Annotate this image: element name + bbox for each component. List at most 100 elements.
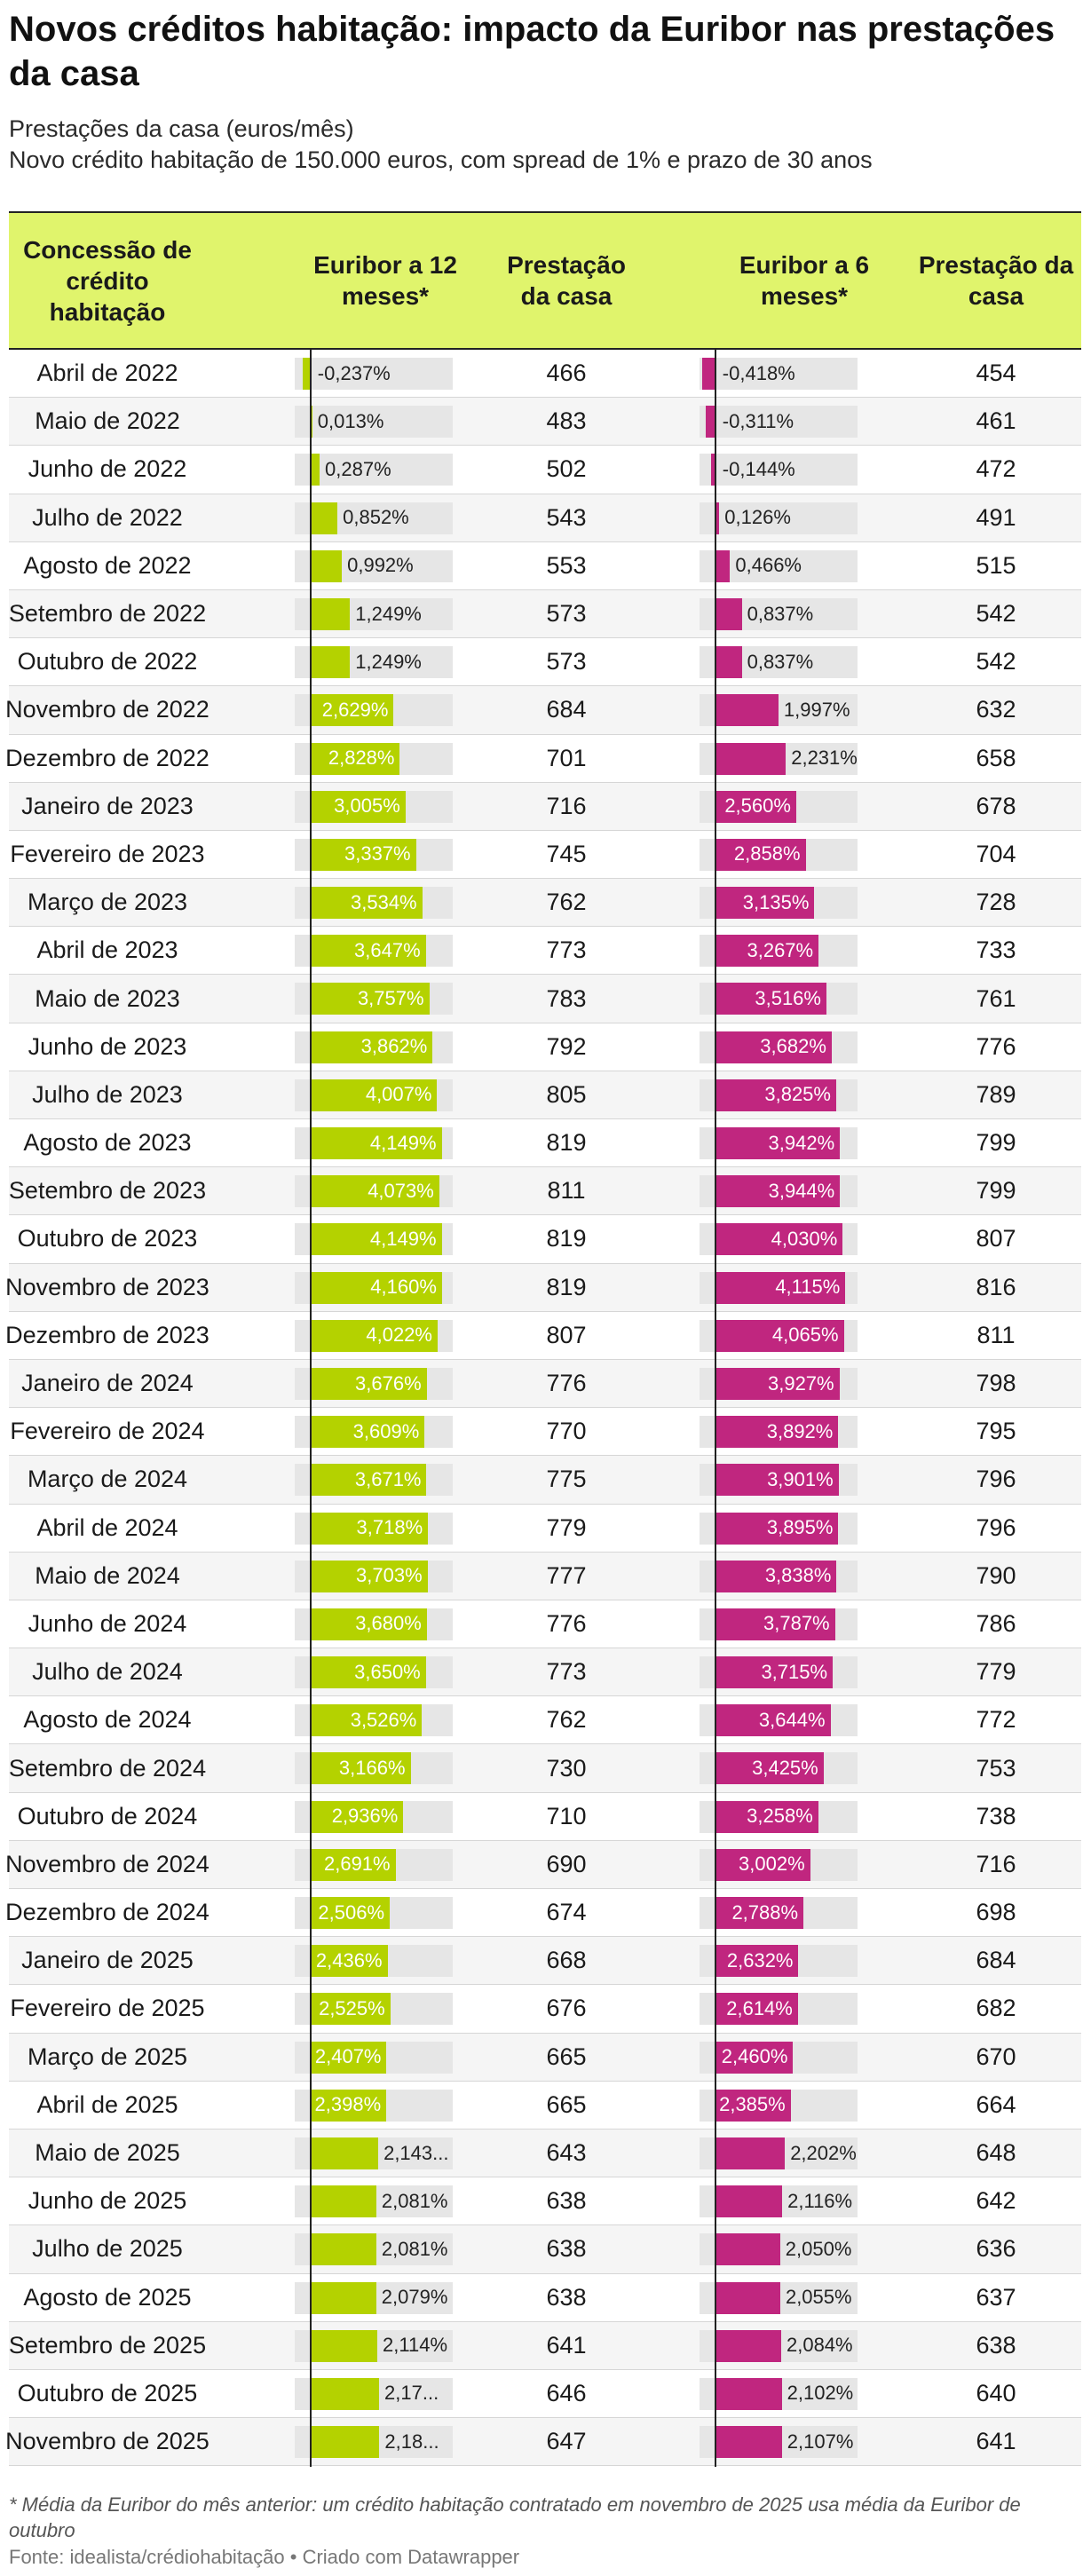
euribor-12-cell: 2,081%	[295, 2225, 453, 2272]
euribor-12-bar	[310, 1127, 442, 1159]
row-month: Setembro de 2024	[8, 1754, 207, 1782]
euribor-12-value-label: 2,506%	[318, 1900, 385, 1924]
euribor-12-value-label: 2,17...	[384, 2382, 439, 2405]
table-row: Maio de 2023 3,757% 783 3,516% 761	[9, 975, 1081, 1023]
euribor-6-bar	[715, 1656, 834, 1689]
row-payment-6: 795	[976, 1418, 1016, 1445]
euribor-6-bar	[715, 2185, 783, 2218]
euribor-12-cell: 1,249%	[295, 590, 453, 637]
euribor-12-bar	[310, 2185, 376, 2218]
euribor-6-bar	[715, 1945, 799, 1978]
euribor-6-value-label: 2,460%	[721, 2045, 788, 2068]
euribor-12-value-label: 2,143...	[383, 2141, 449, 2164]
table-body: Abril de 2022 -0,237% 466 -0,418% 454 Maio de…	[5, 350, 1081, 2467]
euribor-6-bar	[705, 406, 715, 439]
row-payment-6: 779	[976, 1658, 1016, 1686]
row-payment-12: 573	[546, 600, 587, 628]
table-row: Novembro de 2024 2,691% 690 3,002% 716	[5, 1840, 1081, 1889]
euribor-12-value-label: 2,398%	[314, 2093, 382, 2116]
euribor-6-bar	[715, 1271, 846, 1304]
euribor-6-value-label: -0,418%	[722, 361, 795, 384]
euribor-12-value-label: 3,862%	[360, 1035, 428, 1058]
euribor-12-cell: 0,013%	[295, 398, 453, 445]
euribor-12-cell: 4,022%	[295, 1312, 453, 1359]
table-row: Setembro de 2024 3,166% 730 3,425% 753	[8, 1744, 1081, 1793]
table-row: Fevereiro de 2023 3,337% 745 2,858% 704	[9, 831, 1081, 880]
row-payment-12: 676	[546, 1995, 587, 2022]
euribor-12-bar	[310, 1945, 388, 1978]
euribor-12-cell: 0,992%	[295, 542, 453, 589]
euribor-12-value-label: 2,629%	[321, 698, 389, 721]
euribor-6-bar	[715, 1704, 831, 1737]
euribor-12-cell: 3,005%	[295, 783, 453, 830]
euribor-6-cell: 3,892%	[700, 1408, 858, 1455]
euribor-6-cell: 4,030%	[700, 1215, 858, 1262]
euribor-12-value-label: 4,073%	[368, 1179, 434, 1202]
row-payment-6: 491	[976, 503, 1016, 531]
row-month: Novembro de 2025	[5, 2428, 209, 2455]
euribor-12-cell: 3,703%	[295, 1553, 453, 1600]
row-month: Novembro de 2024	[5, 1850, 209, 1877]
row-payment-6: 642	[976, 2187, 1016, 2215]
table-row: Agosto de 2025 2,079% 638 2,055% 637	[9, 2274, 1081, 2322]
euribor-6-value-label: 3,942%	[768, 1131, 835, 1154]
euribor-6-value-label: 3,927%	[767, 1371, 834, 1395]
euribor-6-cell: 2,460%	[700, 2034, 858, 2081]
euribor-12-cell: 3,166%	[295, 1744, 453, 1791]
euribor-6-cell: 3,901%	[700, 1456, 858, 1503]
euribor-6-value-label: 2,858%	[733, 842, 801, 865]
euribor-12-cell: 3,647%	[295, 927, 453, 974]
row-payment-12: 543	[546, 503, 587, 531]
euribor-12-bar	[310, 1367, 427, 1400]
euribor-12-bar	[310, 1175, 439, 1208]
source-credit: Fonte: idealista/crédiohabitação • Criad…	[9, 2546, 520, 2568]
row-payment-6: 664	[976, 2090, 1016, 2118]
euribor-6-cell: 3,825%	[700, 1071, 858, 1118]
euribor-12-bar	[310, 2233, 376, 2266]
euribor-12-cell: 2,691%	[295, 1841, 453, 1888]
row-payment-12: 716	[546, 792, 587, 819]
row-month: Julho de 2025	[32, 2235, 183, 2263]
euribor-12-cell: 4,160%	[295, 1264, 453, 1311]
euribor-6-value-label: 2,202%	[790, 2141, 857, 2164]
table-row: Julho de 2025 2,081% 638 2,050% 636	[9, 2225, 1081, 2274]
header-payment-6: Prestação da casa	[918, 251, 1074, 310]
row-month: Abril de 2024	[36, 1513, 178, 1541]
euribor-12-cell: 2,436%	[295, 1937, 453, 1984]
euribor-6-bar	[715, 1031, 832, 1063]
euribor-12-track	[295, 406, 453, 439]
row-payment-6: 636	[976, 2235, 1016, 2263]
euribor-12-cell: 4,073%	[295, 1167, 453, 1214]
chart-subtitle: Prestações da casa (euros/mês)	[9, 115, 354, 142]
row-payment-12: 638	[546, 2283, 587, 2311]
row-payment-12: 665	[546, 2043, 587, 2070]
euribor-6-value-label: 3,895%	[766, 1516, 834, 1539]
euribor-6-cell: 4,115%	[700, 1264, 858, 1311]
euribor-6-cell: 2,632%	[700, 1937, 858, 1984]
euribor-6-cell: 2,084%	[700, 2322, 858, 2369]
euribor-12-value-label: 3,166%	[338, 1757, 406, 1780]
euribor-12-value-label: 2,525%	[319, 1996, 385, 2019]
row-payment-6: 761	[976, 984, 1016, 1012]
euribor-6-cell: 3,715%	[700, 1648, 858, 1695]
euribor-6-bar	[715, 1512, 839, 1545]
euribor-6-cell: 2,102%	[700, 2370, 858, 2417]
euribor-6-value-label: 3,644%	[758, 1708, 826, 1731]
euribor-6-cell: 0,126%	[700, 494, 858, 541]
row-payment-6: 670	[976, 2043, 1016, 2070]
row-month: Maio de 2025	[35, 2139, 180, 2167]
row-payment-6: 637	[976, 2283, 1016, 2311]
euribor-12-bar	[310, 1704, 423, 1737]
euribor-6-value-label: 2,560%	[724, 794, 791, 818]
row-payment-12: 773	[546, 936, 587, 964]
euribor-12-value-label: 3,609%	[352, 1419, 420, 1442]
row-payment-12: 762	[546, 889, 587, 916]
table-row: Julho de 2023 4,007% 805 3,825% 789	[9, 1071, 1081, 1119]
table-row: Novembro de 2023 4,160% 819 4,115% 816	[5, 1263, 1081, 1312]
table-row: Setembro de 2023 4,073% 811 3,944% 799	[9, 1167, 1081, 1216]
row-payment-12: 775	[546, 1466, 587, 1493]
euribor-6-value-label: 3,825%	[764, 1083, 831, 1106]
row-month: Agosto de 2022	[23, 551, 192, 579]
row-month: Fevereiro de 2025	[10, 1995, 205, 2022]
euribor-6-value-label: 3,516%	[755, 987, 821, 1010]
